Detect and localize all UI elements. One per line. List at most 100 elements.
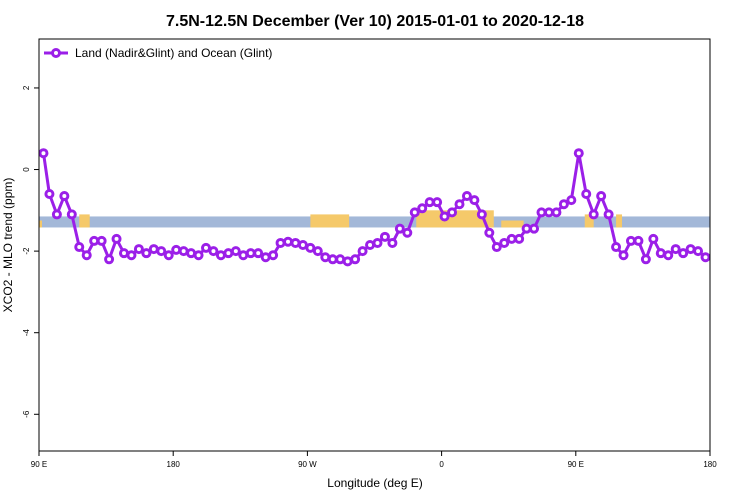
- data-point: [491, 242, 502, 253]
- x-tick-label: 180: [167, 460, 181, 469]
- data-point: [543, 207, 554, 218]
- data-point: [693, 246, 704, 257]
- data-point: [141, 248, 152, 259]
- data-point: [96, 235, 107, 246]
- data-point: [59, 191, 70, 202]
- data-point: [461, 191, 472, 202]
- data-point: [611, 242, 622, 253]
- data-point: [350, 254, 361, 265]
- ocean-band-layer: [39, 216, 710, 228]
- data-point: [156, 246, 167, 257]
- data-point: [529, 223, 540, 234]
- legend: Land (Nadir&Glint) and Ocean (Glint): [44, 46, 272, 60]
- data-point: [476, 209, 487, 220]
- y-tick-label: -6: [22, 410, 31, 418]
- data-point: [573, 148, 584, 159]
- data-point: [215, 250, 226, 261]
- data-point: [499, 237, 510, 248]
- data-point: [327, 254, 338, 265]
- data-point: [514, 233, 525, 244]
- y-axis: 2 0 -2 -4 -6: [22, 85, 39, 418]
- data-point: [603, 209, 614, 220]
- data-point: [685, 244, 696, 255]
- x-axis-label: Longitude (deg E): [327, 476, 422, 490]
- data-point: [521, 223, 532, 234]
- data-point: [640, 254, 651, 265]
- x-tick-label: 90 W: [298, 460, 317, 469]
- data-point: [596, 191, 607, 202]
- data-point: [648, 233, 659, 244]
- data-point: [633, 235, 644, 246]
- data-point: [402, 227, 413, 238]
- legend-marker-swatch: [51, 48, 61, 58]
- y-tick-label: -2: [22, 247, 31, 255]
- data-point: [245, 248, 256, 259]
- data-point: [283, 236, 294, 247]
- data-point: [44, 189, 55, 200]
- land-layer: [39, 210, 623, 228]
- data-point: [417, 203, 428, 214]
- data-point: [193, 250, 204, 261]
- data-point: [290, 237, 301, 248]
- legend-label: Land (Nadir&Glint) and Ocean (Glint): [75, 46, 272, 60]
- data-point: [558, 199, 569, 210]
- y-tick-label: 0: [22, 167, 31, 172]
- data-point: [297, 240, 308, 250]
- data-point: [409, 207, 420, 218]
- data-point: [536, 207, 547, 218]
- data-point: [588, 209, 599, 220]
- ocean-band: [39, 216, 710, 228]
- data-point: [163, 250, 174, 261]
- data-point: [372, 237, 383, 248]
- data-point: [357, 246, 368, 257]
- land-segment: [416, 210, 494, 228]
- x-tick-label: 90 E: [568, 460, 584, 469]
- data-point: [275, 237, 286, 248]
- data-point: [506, 233, 517, 244]
- data-point: [394, 223, 405, 234]
- data-point: [171, 244, 182, 255]
- y-tick-label: 2: [22, 85, 31, 90]
- land-segment: [501, 220, 524, 228]
- data-point: [133, 244, 144, 255]
- data-point: [447, 207, 458, 218]
- data-point: [223, 248, 234, 259]
- data-point: [655, 248, 666, 259]
- data-point: [484, 227, 495, 238]
- x-tick-label: 0: [439, 460, 444, 469]
- data-point: [305, 242, 316, 253]
- data-point: [320, 252, 331, 263]
- data-point: [625, 235, 636, 246]
- data-point: [387, 237, 398, 248]
- data-point: [104, 254, 115, 265]
- x-tick-label: 90 E: [31, 460, 47, 469]
- chart-title: 7.5N-12.5N December (Ver 10) 2015-01-01 …: [166, 13, 584, 30]
- data-point: [670, 244, 681, 255]
- data-point: [342, 256, 353, 267]
- data-point: [260, 252, 271, 263]
- data-point: [111, 233, 122, 244]
- data-point: [38, 148, 49, 159]
- data-point: [663, 250, 674, 261]
- x-tick-label: 180: [703, 460, 717, 469]
- data-point: [208, 246, 219, 257]
- data-point: [581, 189, 592, 200]
- data-point: [89, 235, 100, 246]
- data-point: [51, 209, 62, 220]
- data-point: [566, 195, 577, 206]
- y-axis-label: XCO2 - MLO trend (ppm): [1, 178, 15, 313]
- data-point: [424, 197, 435, 208]
- data-point: [253, 248, 264, 259]
- data-point: [201, 242, 212, 253]
- data-point: [432, 197, 443, 208]
- data-point: [126, 250, 137, 261]
- land-segment: [616, 214, 623, 228]
- data-point: [469, 195, 480, 206]
- data-point: [74, 242, 85, 253]
- data-point: [439, 211, 450, 222]
- data-point: [268, 250, 279, 261]
- data-point: [66, 209, 77, 220]
- data-point: [118, 248, 129, 259]
- series-layer: [38, 148, 711, 267]
- data-point: [678, 248, 689, 259]
